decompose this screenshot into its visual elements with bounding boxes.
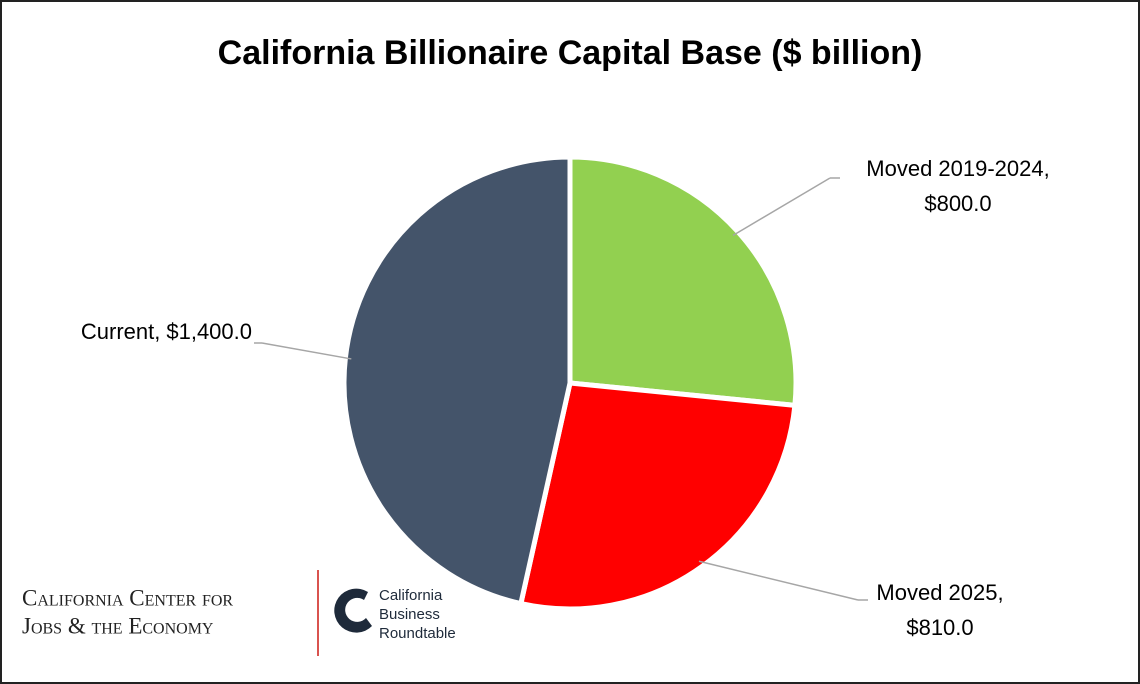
chart-title: California Billionaire Capital Base ($ b… bbox=[218, 34, 923, 72]
footer-right-line: California bbox=[379, 587, 443, 604]
footer-right-line: Roundtable bbox=[379, 625, 456, 642]
slice bbox=[517, 380, 798, 612]
data-label-category: Current, bbox=[81, 319, 160, 344]
pie: Moved 2019-2024, $800.0 Moved 2025, $810.0 C… bbox=[81, 154, 1050, 640]
footer-left-line: Jobs & the Economy bbox=[22, 613, 214, 638]
footer-left-line: California Center for bbox=[22, 585, 233, 610]
data-label: $810.0 bbox=[906, 615, 973, 640]
logo-icon bbox=[334, 588, 372, 633]
leader-line bbox=[732, 177, 831, 236]
data-label-category: Moved 2025, bbox=[876, 580, 1003, 605]
leader-line bbox=[698, 560, 859, 601]
footer-right-line: Business bbox=[379, 606, 440, 623]
data-label-group: Current, $1,400.0 bbox=[81, 319, 252, 344]
slice bbox=[567, 154, 799, 409]
leader-line bbox=[261, 342, 352, 360]
data-label-category: Moved 2019-2024, bbox=[866, 156, 1049, 181]
data-label: $1,400.0 bbox=[166, 319, 252, 344]
data-label: $800.0 bbox=[924, 191, 991, 216]
